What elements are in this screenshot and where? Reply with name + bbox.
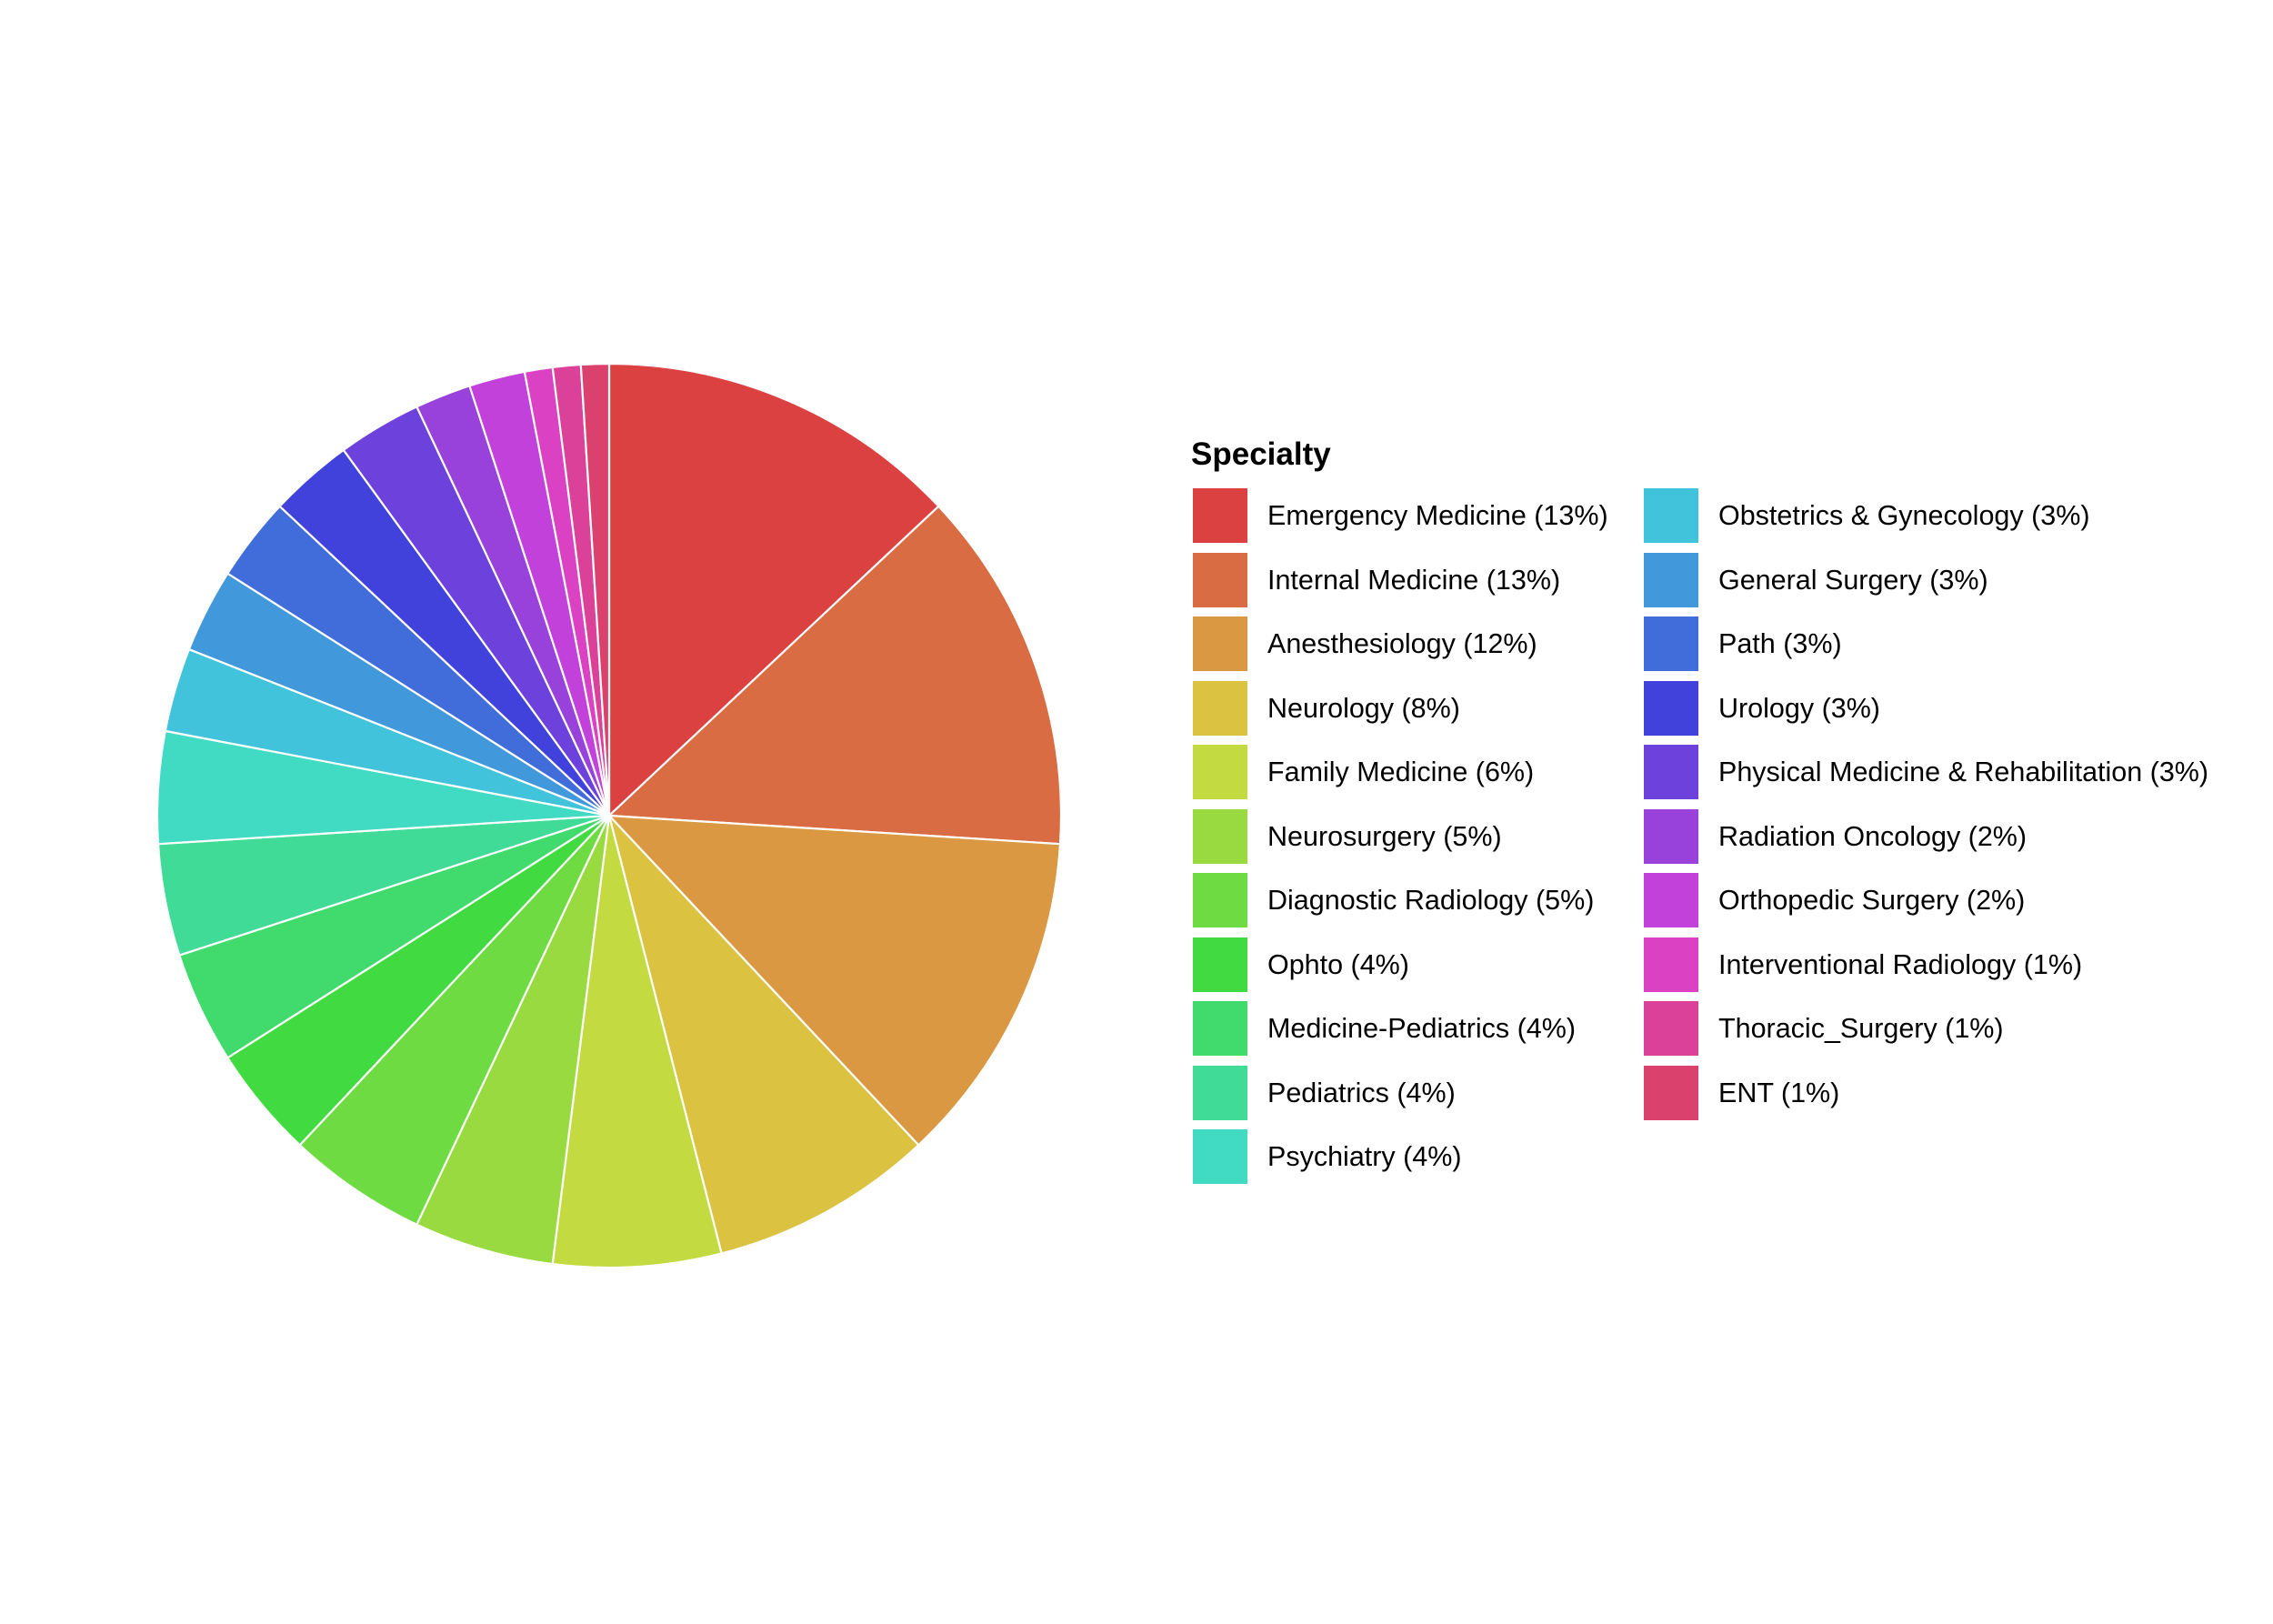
legend-item-urology: Urology (3%) bbox=[1642, 677, 2233, 741]
legend-label: General Surgery (3%) bbox=[1718, 564, 1988, 596]
pie-slice-emergency-medicine bbox=[607, 362, 940, 817]
legend-item-path: Path (3%) bbox=[1642, 612, 2233, 677]
pie-slice-neurosurgery bbox=[416, 814, 611, 1266]
legend-column-1: Emergency Medicine (13%) Internal Medicin… bbox=[1191, 484, 1642, 1189]
pie-slice-neurology bbox=[607, 814, 920, 1255]
legend-key bbox=[1642, 935, 1700, 994]
legend-label: Interventional Radiology (1%) bbox=[1718, 948, 2083, 980]
legend-label: Neurosurgery (5%) bbox=[1267, 820, 1502, 852]
legend-item-emergency-medicine: Emergency Medicine (13%) bbox=[1191, 484, 1642, 548]
legend-label: Psychiatry (4%) bbox=[1267, 1141, 1462, 1173]
legend-label: Physical Medicine & Rehabilitation (3%) bbox=[1718, 757, 2209, 788]
legend-label: Orthopedic Surgery (2%) bbox=[1718, 885, 2026, 917]
pie-slice-family-medicine bbox=[551, 814, 723, 1269]
legend-item-neurosurgery: Neurosurgery (5%) bbox=[1191, 805, 1642, 869]
legend-key bbox=[1191, 871, 1249, 930]
legend-column-2: Obstetrics & Gynecology (3%) General Surg… bbox=[1642, 484, 2233, 1189]
legend-key bbox=[1191, 1063, 1249, 1122]
legend-title: Specialty bbox=[1191, 436, 1331, 472]
legend-label: Neurology (8%) bbox=[1267, 692, 1460, 724]
legend-item-thoracic-surgery: Thoracic_Surgery (1%) bbox=[1642, 997, 2233, 1061]
legend-key bbox=[1642, 550, 1700, 609]
legend-label: Anesthesiology (12%) bbox=[1267, 628, 1537, 660]
legend-item-orthopedic-surgery: Orthopedic Surgery (2%) bbox=[1642, 868, 2233, 933]
legend: Specialty Emergency Medicine (13%) Intern… bbox=[1191, 435, 2233, 1189]
legend-item-physical-medicine-and-rehabilitation: Physical Medicine & Rehabilitation (3%) bbox=[1642, 740, 2233, 805]
legend-label: Medicine-Pediatrics (4%) bbox=[1267, 1013, 1576, 1045]
legend-label: Urology (3%) bbox=[1718, 692, 1880, 724]
legend-key bbox=[1191, 1128, 1249, 1187]
legend-columns: Emergency Medicine (13%) Internal Medicin… bbox=[1191, 484, 2233, 1189]
legend-item-family-medicine: Family Medicine (6%) bbox=[1191, 740, 1642, 805]
legend-key bbox=[1642, 999, 1700, 1058]
legend-label: Family Medicine (6%) bbox=[1267, 757, 1535, 788]
legend-key bbox=[1191, 615, 1249, 674]
pie-slice-internal-medicine bbox=[607, 505, 1063, 846]
legend-key bbox=[1191, 743, 1249, 802]
legend-label: ENT (1%) bbox=[1718, 1077, 1840, 1108]
legend-item-interventional-radiology: Interventional Radiology (1%) bbox=[1642, 933, 2233, 997]
legend-key bbox=[1191, 935, 1249, 994]
legend-item-medicine-pediatrics: Medicine-Pediatrics (4%) bbox=[1191, 997, 1642, 1061]
legend-item-radiation-oncology: Radiation Oncology (2%) bbox=[1642, 805, 2233, 869]
legend-label: Emergency Medicine (13%) bbox=[1267, 500, 1608, 532]
legend-item-obstetrics-and-gynecology: Obstetrics & Gynecology (3%) bbox=[1642, 484, 2233, 548]
legend-item-psychiatry: Psychiatry (4%) bbox=[1191, 1125, 1642, 1189]
legend-item-ent: ENT (1%) bbox=[1642, 1061, 2233, 1126]
legend-item-internal-medicine: Internal Medicine (13%) bbox=[1191, 548, 1642, 613]
legend-item-general-surgery: General Surgery (3%) bbox=[1642, 548, 2233, 613]
legend-key bbox=[1191, 807, 1249, 866]
legend-key bbox=[1642, 486, 1700, 546]
pie-slice-ent bbox=[579, 362, 611, 817]
legend-label: Ophto (4%) bbox=[1267, 948, 1409, 980]
legend-label: Internal Medicine (13%) bbox=[1267, 564, 1561, 596]
legend-key bbox=[1642, 871, 1700, 930]
legend-key bbox=[1191, 486, 1249, 546]
legend-item-ophto: Ophto (4%) bbox=[1191, 933, 1642, 997]
legend-item-anesthesiology: Anesthesiology (12%) bbox=[1191, 612, 1642, 677]
legend-item-diagnostic-radiology: Diagnostic Radiology (5%) bbox=[1191, 868, 1642, 933]
legend-key bbox=[1191, 678, 1249, 737]
legend-label: Diagnostic Radiology (5%) bbox=[1267, 885, 1595, 917]
legend-label: Obstetrics & Gynecology (3%) bbox=[1718, 500, 2090, 532]
legend-key bbox=[1642, 615, 1700, 674]
legend-key bbox=[1642, 678, 1700, 737]
legend-label: Pediatrics (4%) bbox=[1267, 1077, 1456, 1108]
legend-label: Path (3%) bbox=[1718, 628, 1842, 660]
pie-slice-diagnostic-radiology bbox=[298, 814, 611, 1226]
legend-key bbox=[1191, 550, 1249, 609]
legend-label: Thoracic_Surgery (1%) bbox=[1718, 1013, 2004, 1045]
legend-item-neurology: Neurology (8%) bbox=[1191, 677, 1642, 741]
pie-slice-anesthesiology bbox=[607, 814, 1062, 1147]
legend-label: Radiation Oncology (2%) bbox=[1718, 820, 2028, 852]
pie-slices bbox=[155, 362, 1063, 1269]
legend-item-pediatrics: Pediatrics (4%) bbox=[1191, 1061, 1642, 1126]
legend-key bbox=[1642, 743, 1700, 802]
legend-key bbox=[1191, 999, 1249, 1058]
legend-key bbox=[1642, 1063, 1700, 1122]
legend-key bbox=[1642, 807, 1700, 866]
